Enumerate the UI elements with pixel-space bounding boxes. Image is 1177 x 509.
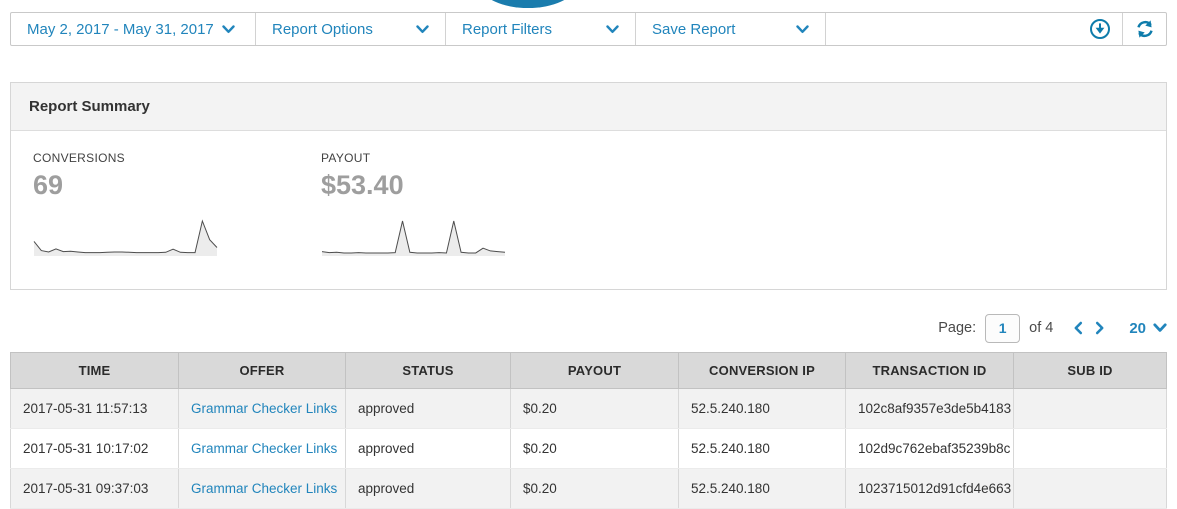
table-header-row: TIME OFFER STATUS PAYOUT CONVERSION IP TRANSA… — [10, 352, 1167, 389]
refresh-icon — [1136, 20, 1153, 38]
report-options-dropdown[interactable]: Report Options — [256, 13, 446, 45]
cell-transaction_id: 102d9c762ebaf35239b8c — [845, 428, 1014, 469]
panel-title: Report Summary — [11, 83, 1166, 131]
column-header-sub_id: SUB ID — [1013, 352, 1167, 389]
next-page-button[interactable] — [1089, 319, 1111, 337]
cell-time: 2017-05-31 11:57:13 — [10, 388, 179, 429]
payout-value: $53.40 — [321, 170, 404, 200]
pagination-bar: Page: of 4 20 — [938, 312, 1167, 344]
cell-sub_id — [1013, 388, 1167, 429]
offer-link[interactable]: Grammar Checker Links — [191, 481, 338, 496]
chevron-left-icon — [1074, 321, 1083, 335]
save-report-label: Save Report — [652, 20, 736, 38]
date-range-dropdown[interactable]: May 2, 2017 - May 31, 2017 — [11, 13, 256, 45]
column-header-time: TIME — [10, 352, 179, 389]
page-label: Page: — [938, 320, 977, 336]
chevron-down-icon — [416, 24, 429, 33]
cell-status: approved — [345, 428, 511, 469]
cell-sub_id — [1013, 468, 1167, 509]
page-of-text: of 4 — [1029, 320, 1054, 336]
cell-time: 2017-05-31 10:17:02 — [10, 428, 179, 469]
cell-time: 2017-05-31 09:37:03 — [10, 468, 179, 509]
column-header-offer: OFFER — [178, 352, 346, 389]
chevron-down-icon — [222, 24, 235, 33]
prev-page-button[interactable] — [1067, 319, 1089, 337]
column-header-conversion_ip: CONVERSION IP — [678, 352, 846, 389]
conversions-table: TIME OFFER STATUS PAYOUT CONVERSION IP TRANSA… — [10, 352, 1167, 509]
cell-transaction_id: 1023715012d91cfd4e663 — [845, 468, 1014, 509]
panel-body: CONVERSIONS 69 PAYOUT $53.40 — [11, 131, 1166, 258]
column-header-status: STATUS — [345, 352, 511, 389]
payout-label: PAYOUT — [321, 151, 371, 165]
download-report-button[interactable] — [1078, 13, 1122, 45]
column-header-transaction_id: TRANSACTION ID — [845, 352, 1014, 389]
cell-status: approved — [345, 388, 511, 429]
conversions-value: 69 — [33, 170, 64, 200]
refresh-report-button[interactable] — [1122, 13, 1166, 45]
cell-conversion_ip: 52.5.240.180 — [678, 468, 846, 509]
report-toolbar: May 2, 2017 - May 31, 2017 Report Option… — [10, 12, 1167, 46]
table-row: 2017-05-31 11:57:13 Grammar Checker Links… — [10, 388, 1167, 429]
conversions-label: CONVERSIONS — [33, 151, 125, 165]
chevron-down-icon — [796, 24, 809, 33]
cell-transaction_id: 102c8af9357e3de5b4183 — [845, 388, 1014, 429]
table-row: 2017-05-31 10:17:02 Grammar Checker Links… — [10, 428, 1167, 469]
cell-payout: $0.20 — [510, 428, 679, 469]
date-range-label: May 2, 2017 - May 31, 2017 — [27, 20, 214, 38]
page-size-value: 20 — [1129, 319, 1146, 337]
conversions-sparkline — [33, 216, 218, 256]
cell-offer: Grammar Checker Links — [178, 468, 346, 509]
cell-payout: $0.20 — [510, 388, 679, 429]
report-summary-panel: Report Summary CONVERSIONS 69 PAYOUT $53… — [10, 82, 1167, 290]
save-report-dropdown[interactable]: Save Report — [636, 13, 826, 45]
report-filters-label: Report Filters — [462, 20, 553, 38]
column-header-payout: PAYOUT — [510, 352, 679, 389]
chevron-down-icon — [1153, 323, 1167, 332]
toolbar-spacer — [826, 13, 1078, 45]
chevron-down-icon — [606, 24, 619, 33]
download-icon — [1090, 19, 1110, 39]
cell-sub_id — [1013, 428, 1167, 469]
cell-status: approved — [345, 468, 511, 509]
offer-link[interactable]: Grammar Checker Links — [191, 441, 338, 456]
cell-offer: Grammar Checker Links — [178, 428, 346, 469]
cell-conversion_ip: 52.5.240.180 — [678, 428, 846, 469]
report-filters-dropdown[interactable]: Report Filters — [446, 13, 636, 45]
payout-sparkline — [321, 216, 506, 256]
cell-offer: Grammar Checker Links — [178, 388, 346, 429]
report-options-label: Report Options — [272, 20, 373, 38]
logo-ellipse — [481, 0, 575, 8]
cell-conversion_ip: 52.5.240.180 — [678, 388, 846, 429]
conversions-stat: CONVERSIONS 69 — [33, 151, 218, 258]
payout-stat: PAYOUT $53.40 — [321, 151, 506, 258]
page-input[interactable] — [985, 313, 1021, 343]
cell-payout: $0.20 — [510, 468, 679, 509]
table-row: 2017-05-31 09:37:03 Grammar Checker Links… — [10, 468, 1167, 509]
chevron-right-icon — [1096, 321, 1104, 335]
page-size-dropdown[interactable]: 20 — [1129, 320, 1167, 337]
offer-link[interactable]: Grammar Checker Links — [191, 401, 338, 416]
